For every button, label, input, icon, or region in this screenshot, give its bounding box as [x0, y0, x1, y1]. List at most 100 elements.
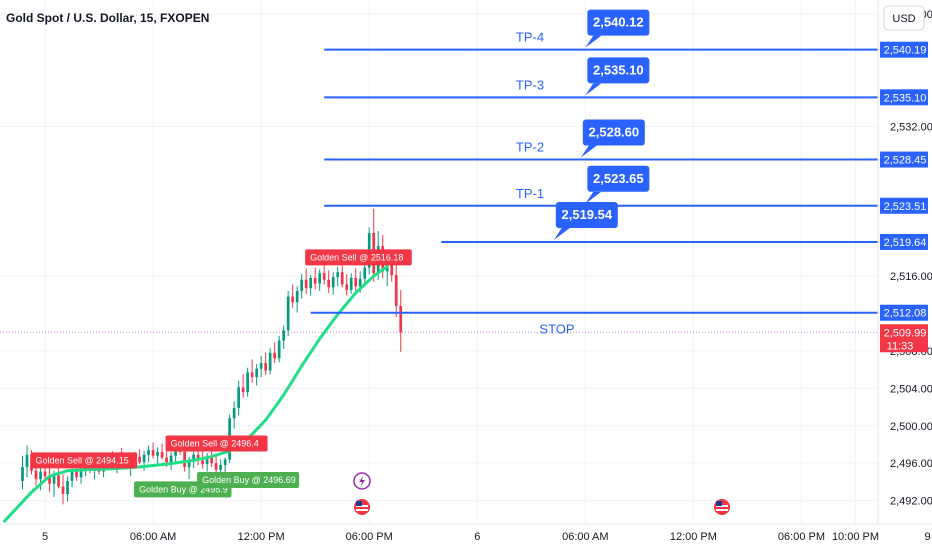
- candle-body: [52, 475, 56, 484]
- candle-body: [219, 465, 222, 470]
- candle: [300, 274, 304, 299]
- us-flag-icon[interactable]: [354, 499, 370, 515]
- candle: [322, 264, 326, 285]
- level-axis-badge: [880, 304, 928, 321]
- level-tp-2: TP-2 2,528.45: [324, 140, 928, 168]
- candle-body: [255, 368, 258, 378]
- level-axis-label: 2,535.10: [884, 92, 927, 104]
- level-name-label: TP-2: [516, 140, 544, 155]
- currency-label: USD: [892, 13, 915, 25]
- candle: [318, 269, 322, 292]
- level-name-label: STOP: [539, 322, 574, 337]
- candle-body: [286, 296, 290, 331]
- callout-pointer: [585, 35, 602, 48]
- candle-body: [160, 451, 164, 458]
- level-name-label: TP-3: [516, 77, 544, 92]
- price-callout: 2,528.60: [580, 119, 645, 158]
- candle-body: [273, 352, 277, 359]
- level-axis-label: 2,519.64: [884, 237, 927, 249]
- candle: [340, 265, 344, 288]
- candle-body: [196, 454, 200, 461]
- event-markers: [353, 472, 730, 515]
- level-tp-3: TP-3 2,535.10: [324, 77, 928, 106]
- candle: [309, 275, 313, 296]
- candle: [313, 267, 317, 290]
- level-axis-badge: [880, 89, 928, 106]
- dividend-icon[interactable]: [353, 472, 371, 490]
- candle-body: [192, 454, 195, 462]
- candle-body: [43, 471, 47, 477]
- candle-body: [340, 272, 344, 285]
- candle: [241, 374, 245, 398]
- callout-text: 2,519.54: [562, 207, 613, 222]
- candle-body: [61, 486, 65, 495]
- candle-body: [399, 305, 403, 333]
- callout-text: 2,528.60: [589, 125, 640, 140]
- candle-body: [183, 451, 186, 467]
- candle: [169, 451, 173, 470]
- signal-badge: [30, 452, 138, 469]
- level-axis-label: 2,528.45: [884, 155, 927, 167]
- candle-body: [300, 279, 304, 292]
- candle-body: [241, 387, 245, 393]
- candle-body: [57, 475, 60, 487]
- candle-body: [147, 450, 150, 455]
- candle: [138, 449, 141, 465]
- candle-body: [34, 470, 38, 480]
- candle: [345, 274, 349, 296]
- time-tick-label: 06:00 PM: [346, 531, 393, 543]
- candle-body: [39, 471, 42, 480]
- candle: [295, 286, 299, 313]
- chart-title: Gold Spot / U.S. Dollar, 15, FXOPEN: [6, 11, 209, 25]
- time-tick-label: 12:00 PM: [670, 531, 717, 543]
- candle: [331, 272, 335, 295]
- price-callout: 2,540.12: [585, 9, 650, 48]
- us-flag-icon[interactable]: [714, 499, 730, 515]
- signal-labels: Golden Sell @ 2494.15 Golden Buy @ 2495.9…: [30, 249, 412, 498]
- currency-button[interactable]: USD: [883, 5, 925, 31]
- candle: [327, 270, 331, 293]
- candle-body: [259, 363, 263, 369]
- time-tick-label: 10:00 PM: [832, 531, 879, 543]
- time-tick-label: 6: [474, 531, 480, 543]
- callout-box: [555, 201, 618, 228]
- level-name-label: TP-4: [516, 30, 544, 45]
- candle-body: [187, 461, 191, 467]
- golden-buy-label: Golden Buy @ 2496.69: [197, 472, 300, 489]
- callout-pointer: [585, 83, 602, 96]
- candle-body: [246, 372, 249, 393]
- candle: [250, 359, 254, 383]
- price-tick-label: 2,492.00: [890, 496, 932, 508]
- candle-body: [327, 279, 331, 288]
- level-tp-4: TP-4 2,540.19: [324, 30, 928, 58]
- candle-body: [250, 372, 254, 378]
- candle: [268, 348, 272, 375]
- candle: [264, 352, 268, 376]
- candle: [151, 442, 155, 459]
- candle: [291, 284, 295, 308]
- candle: [286, 291, 290, 336]
- price-axis[interactable]: 2,492.002,496.002,500.002,504.002,508.00…: [877, 0, 932, 524]
- candle-body: [48, 476, 51, 484]
- candle-body: [214, 463, 218, 470]
- price-tick-label: 2,532.00: [890, 121, 932, 133]
- candle-body: [70, 470, 74, 481]
- candle-body: [223, 459, 227, 466]
- candle-body: [201, 460, 204, 465]
- signal-text: Golden Buy @ 2495.9: [139, 484, 228, 494]
- candle: [336, 266, 340, 287]
- callout-pointer: [580, 145, 597, 158]
- candle-body: [282, 330, 286, 341]
- signal-text: Golden Sell @ 2494.15: [36, 455, 129, 465]
- candle: [66, 476, 69, 502]
- price-callout: 2,523.65: [585, 165, 650, 204]
- candle: [349, 273, 353, 294]
- level-axis-badge: [880, 151, 928, 168]
- candle: [282, 325, 286, 350]
- candle-body: [358, 278, 362, 287]
- time-axis[interactable]: 5 06:00 AM 12:00 PM 06:00 PM 6 06:00 AM 12:00 …: [0, 523, 932, 543]
- candle-body: [237, 387, 240, 408]
- golden-sell-label: Golden Sell @ 2516.18: [305, 249, 412, 266]
- candle-body: [232, 407, 236, 419]
